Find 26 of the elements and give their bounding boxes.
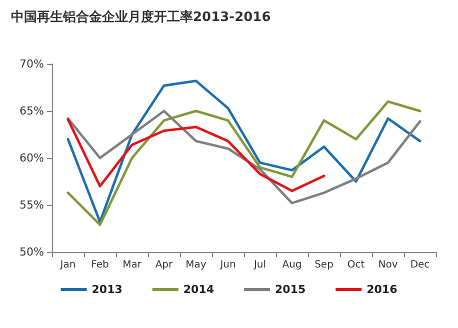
y-tick-label: 60%: [20, 152, 44, 164]
x-tick-label: Nov: [378, 260, 398, 270]
y-tick-label: 65%: [20, 104, 44, 118]
y-tick-label: 50%: [20, 246, 44, 258]
y-tick-label: 55%: [20, 198, 44, 212]
x-tick-label: Sep: [314, 260, 334, 270]
line-series: [66, 80, 422, 224]
x-tick-label: Feb: [91, 260, 109, 270]
line-series: [66, 110, 422, 204]
x-tick-label: Dec: [410, 260, 430, 270]
x-tick-label: Aug: [282, 260, 302, 270]
x-tick-label: Jul: [252, 260, 266, 270]
x-tick-label: Apr: [155, 260, 174, 270]
x-tick-label: May: [186, 260, 206, 270]
y-tick-label: 70%: [20, 58, 44, 70]
legend-label: 2015: [275, 283, 306, 296]
x-tick-label: Jan: [59, 260, 76, 270]
x-tick-label: Oct: [347, 260, 365, 270]
legend-label: 2013: [92, 283, 122, 296]
line-series: [66, 100, 422, 226]
legend-label: 2016: [366, 283, 398, 296]
x-tick-label: Mar: [122, 260, 142, 270]
line-series: [66, 118, 326, 192]
x-tick-label: Jun: [219, 260, 236, 270]
chart-title: 中国再生铝合金企业月度开工率2013-2016: [11, 9, 271, 25]
legend-label: 2014: [183, 283, 214, 296]
